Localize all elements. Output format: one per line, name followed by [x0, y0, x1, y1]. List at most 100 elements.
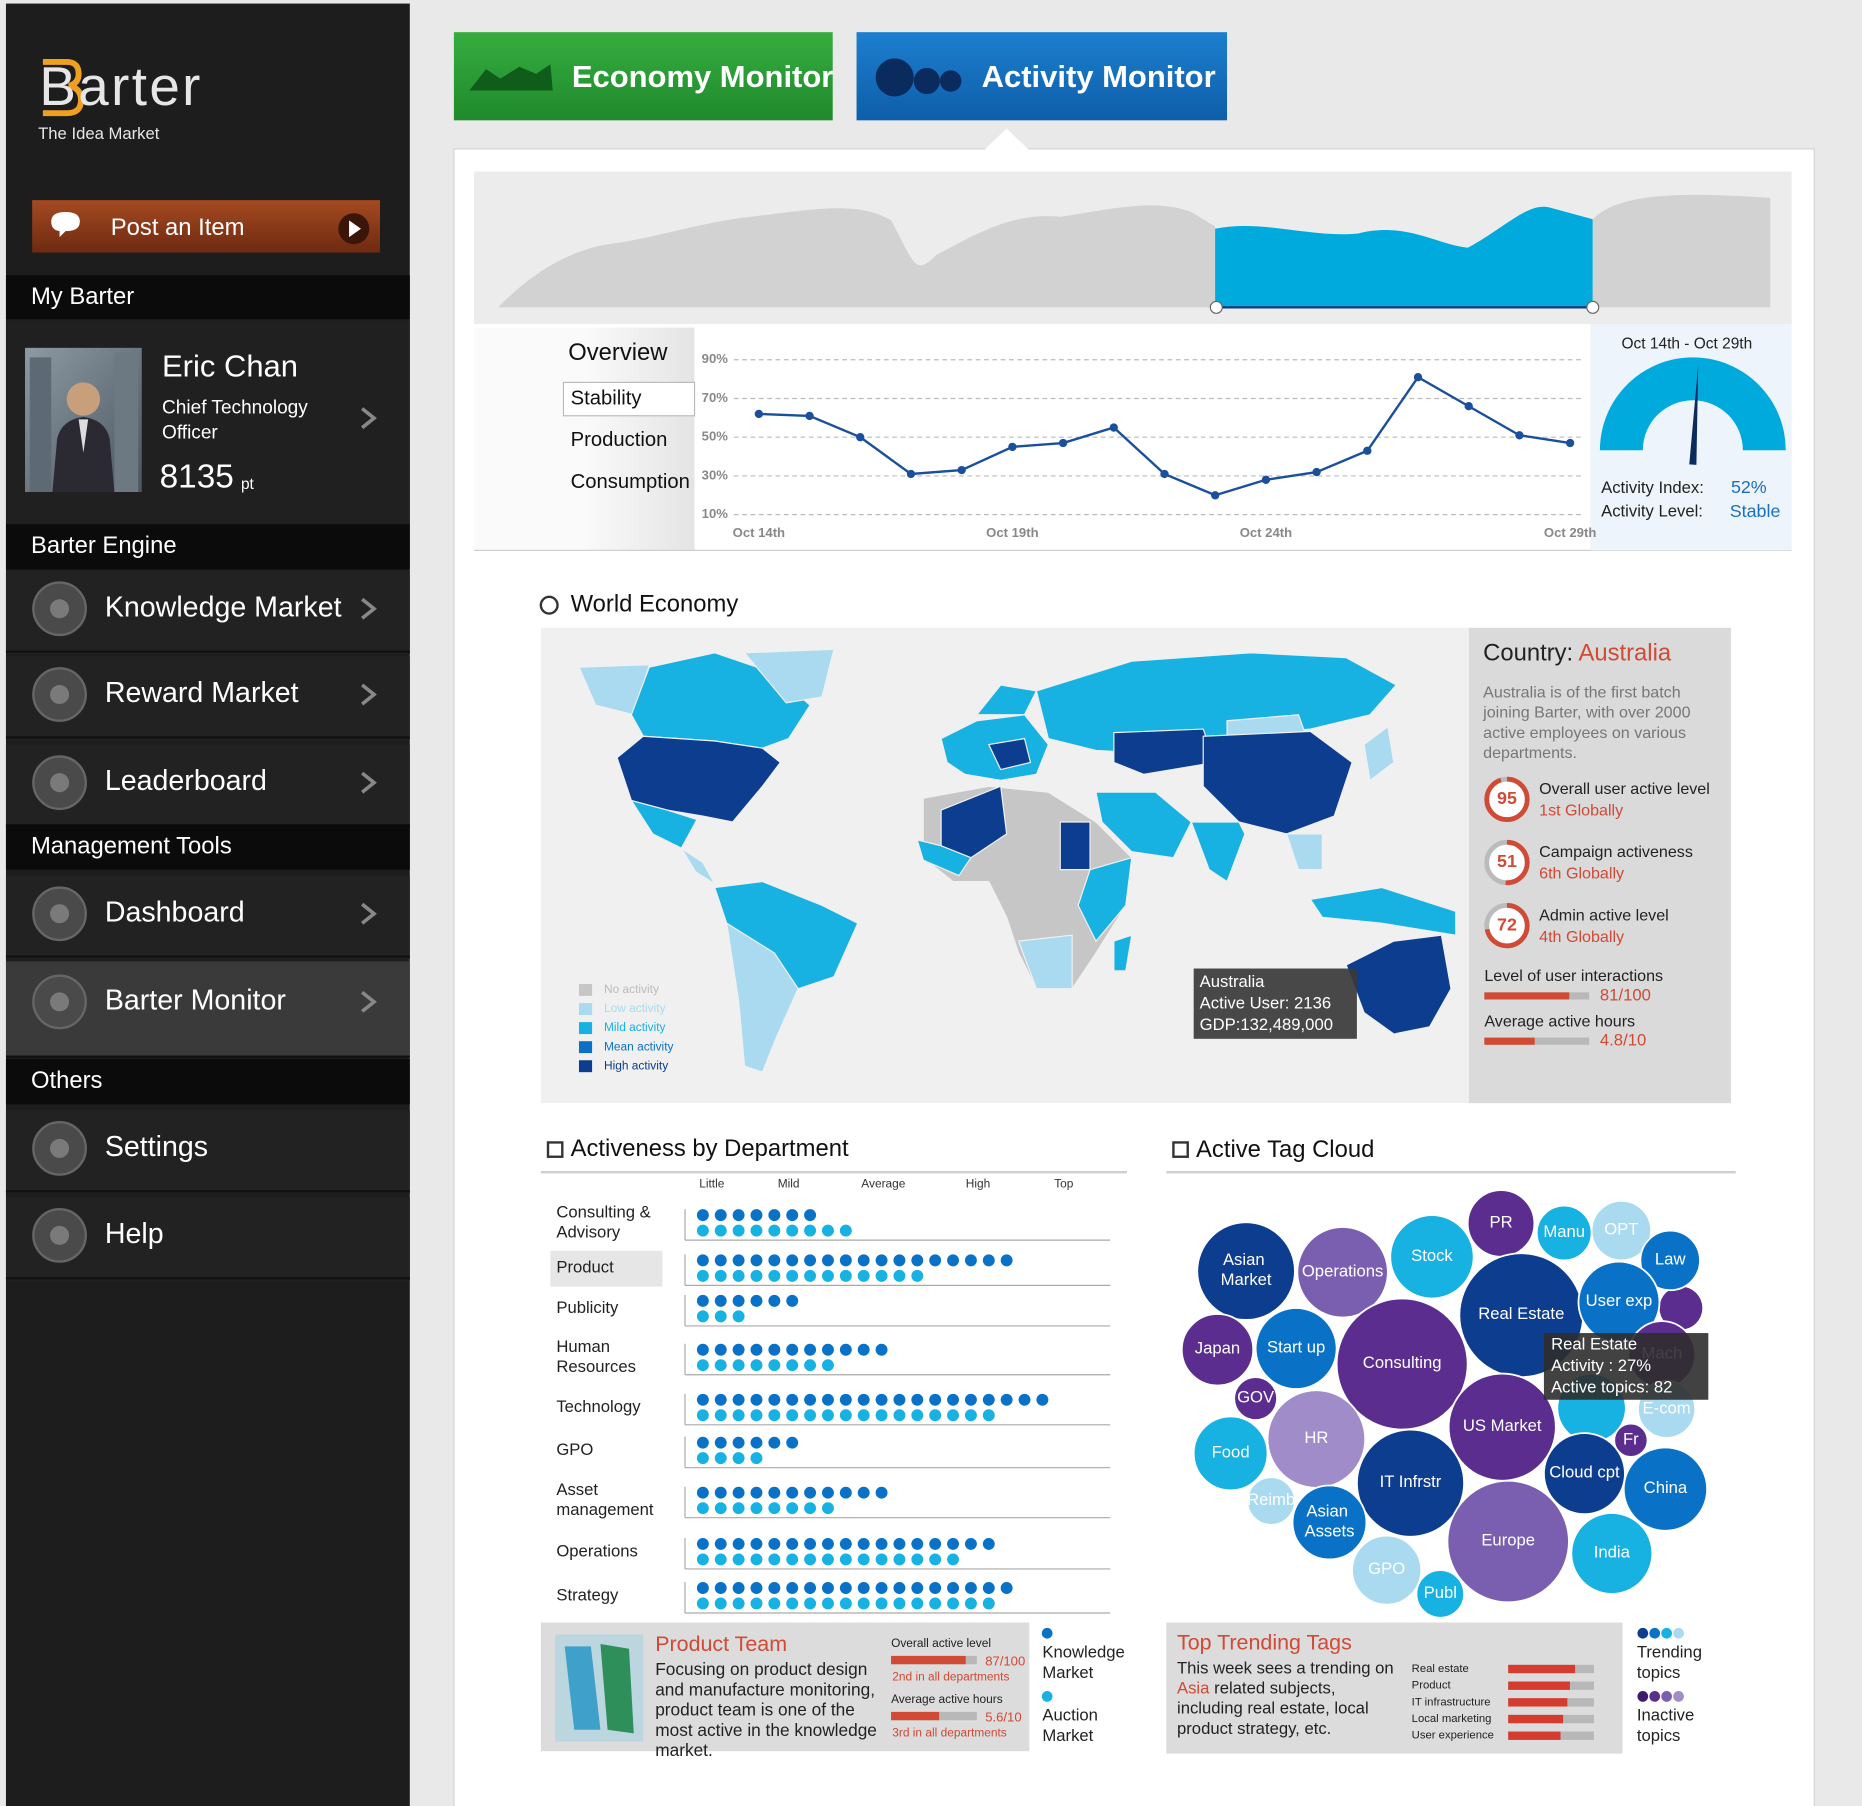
- logo: Barter: [39, 55, 202, 117]
- bubble[interactable]: [1296, 1226, 1389, 1319]
- bubble[interactable]: [1590, 1199, 1653, 1262]
- bubble-label[interactable]: E-com: [1643, 1399, 1691, 1418]
- bubble[interactable]: [1659, 1286, 1703, 1330]
- region[interactable]: [680, 847, 716, 885]
- tab-label[interactable]: Activity Monitor: [982, 59, 1216, 94]
- overview-menu-item[interactable]: Stability: [571, 387, 643, 409]
- region[interactable]: [1113, 728, 1216, 775]
- bubble-label[interactable]: Asian Assets: [1304, 1502, 1354, 1541]
- region[interactable]: [743, 648, 835, 704]
- bubble-label[interactable]: Reimb: [1247, 1490, 1295, 1509]
- bubble-label[interactable]: PR: [1489, 1213, 1512, 1232]
- menu-item-label[interactable]: Dashboard: [105, 896, 245, 928]
- range-handle[interactable]: [1209, 300, 1223, 314]
- region[interactable]: [1363, 725, 1395, 782]
- overview-menu-item[interactable]: Production: [571, 429, 668, 451]
- bubble-label[interactable]: HR: [1304, 1428, 1328, 1447]
- bubble[interactable]: [1389, 1214, 1475, 1300]
- bubble[interactable]: [1351, 1534, 1423, 1606]
- bubble-label[interactable]: OPT: [1604, 1220, 1638, 1239]
- bubble[interactable]: [1192, 1415, 1269, 1492]
- bubble-label[interactable]: GOV: [1237, 1388, 1275, 1407]
- row-highlight[interactable]: [550, 1250, 663, 1287]
- bubble-label[interactable]: Start up: [1267, 1338, 1325, 1357]
- bubble[interactable]: [1415, 1569, 1465, 1619]
- category-label[interactable]: GPO: [556, 1440, 593, 1459]
- region[interactable]: [1113, 934, 1133, 972]
- bubble-label[interactable]: Operations: [1302, 1262, 1383, 1281]
- overview-menu-item[interactable]: Overview: [568, 339, 668, 366]
- bubble-label[interactable]: Food: [1212, 1443, 1250, 1462]
- post-button-label[interactable]: Post an Item: [111, 214, 245, 241]
- region[interactable]: [1095, 791, 1193, 859]
- bubble[interactable]: [1291, 1484, 1368, 1561]
- bubble-label[interactable]: Japan: [1195, 1339, 1240, 1358]
- region[interactable]: [1309, 886, 1457, 936]
- bubble-label[interactable]: User exp: [1586, 1291, 1653, 1310]
- bubble-label[interactable]: US Market: [1463, 1417, 1542, 1436]
- region[interactable]: [1202, 730, 1353, 835]
- menu-item-label[interactable]: Settings: [105, 1131, 208, 1163]
- category-label[interactable]: Asset management: [556, 1480, 654, 1519]
- bubble-label[interactable]: China: [1644, 1479, 1688, 1498]
- bubble[interactable]: [1246, 1476, 1296, 1526]
- bubble-label[interactable]: Asian Market: [1221, 1250, 1272, 1289]
- bubble-label[interactable]: IT Infrstr: [1380, 1473, 1442, 1492]
- bubble-label[interactable]: Cloud cpt: [1549, 1463, 1620, 1482]
- region[interactable]: [630, 799, 698, 849]
- bubble[interactable]: [1622, 1446, 1709, 1532]
- line-point: [1565, 438, 1575, 448]
- tab-label[interactable]: Economy Monitor: [572, 59, 834, 94]
- bubble[interactable]: [1639, 1229, 1701, 1292]
- bubble-label[interactable]: Consulting: [1363, 1353, 1442, 1372]
- region[interactable]: [1345, 934, 1452, 1035]
- post-button[interactable]: [32, 200, 381, 253]
- menu-item-label[interactable]: Reward Market: [105, 677, 299, 709]
- dot: [839, 1553, 852, 1566]
- menu-item-label[interactable]: Leaderboard: [105, 765, 267, 797]
- region[interactable]: [1059, 821, 1091, 871]
- bubble-label[interactable]: GPO: [1368, 1560, 1405, 1579]
- menu-item-label[interactable]: Knowledge Market: [105, 591, 342, 623]
- bubble[interactable]: [1543, 1432, 1626, 1516]
- bubble-label[interactable]: Stock: [1411, 1246, 1453, 1265]
- category-label[interactable]: Technology: [556, 1398, 641, 1417]
- range-handle[interactable]: [1586, 300, 1600, 314]
- category-label[interactable]: Product: [556, 1258, 614, 1277]
- menu-item-label[interactable]: Barter Monitor: [105, 984, 287, 1016]
- region[interactable]: [1190, 821, 1246, 883]
- category-label[interactable]: Operations: [556, 1542, 637, 1561]
- category-label[interactable]: Human Resources: [556, 1337, 636, 1376]
- bubble-label[interactable]: Law: [1655, 1250, 1687, 1269]
- bubble-label[interactable]: Europe: [1481, 1531, 1535, 1550]
- region[interactable]: [987, 737, 1032, 771]
- bubble-label[interactable]: Real Estate: [1478, 1305, 1564, 1324]
- region[interactable]: [1017, 934, 1073, 990]
- category-label[interactable]: Publicity: [556, 1299, 619, 1318]
- bubble-label[interactable]: India: [1594, 1543, 1631, 1562]
- trending-highlight: Asia: [1177, 1679, 1210, 1698]
- bubble[interactable]: [1196, 1221, 1296, 1321]
- region[interactable]: [940, 785, 1008, 859]
- bubble-label[interactable]: Fr: [1623, 1430, 1639, 1449]
- bubble-label[interactable]: Publ: [1424, 1583, 1457, 1602]
- bubble-label[interactable]: Manu: [1543, 1222, 1585, 1241]
- bubble[interactable]: [1446, 1479, 1570, 1604]
- region[interactable]: [1285, 833, 1323, 871]
- bubble[interactable]: [1233, 1376, 1278, 1421]
- bubble[interactable]: [1613, 1422, 1649, 1458]
- bubble[interactable]: [1180, 1313, 1255, 1387]
- overview-menu-item[interactable]: Consumption: [571, 471, 690, 493]
- region[interactable]: [916, 839, 972, 877]
- category-label[interactable]: Strategy: [556, 1586, 619, 1605]
- menu-item-label[interactable]: Help: [105, 1218, 164, 1250]
- category-label[interactable]: Consulting & Advisory: [556, 1203, 655, 1242]
- menu-active[interactable]: [562, 381, 696, 417]
- bubble[interactable]: [1570, 1512, 1654, 1595]
- bubble[interactable]: [1355, 1428, 1465, 1538]
- bubble[interactable]: [1254, 1307, 1338, 1390]
- region[interactable]: [1077, 856, 1133, 943]
- profile-points-unit: pt: [241, 476, 255, 493]
- region[interactable]: [1035, 652, 1398, 754]
- region[interactable]: [725, 922, 799, 1073]
